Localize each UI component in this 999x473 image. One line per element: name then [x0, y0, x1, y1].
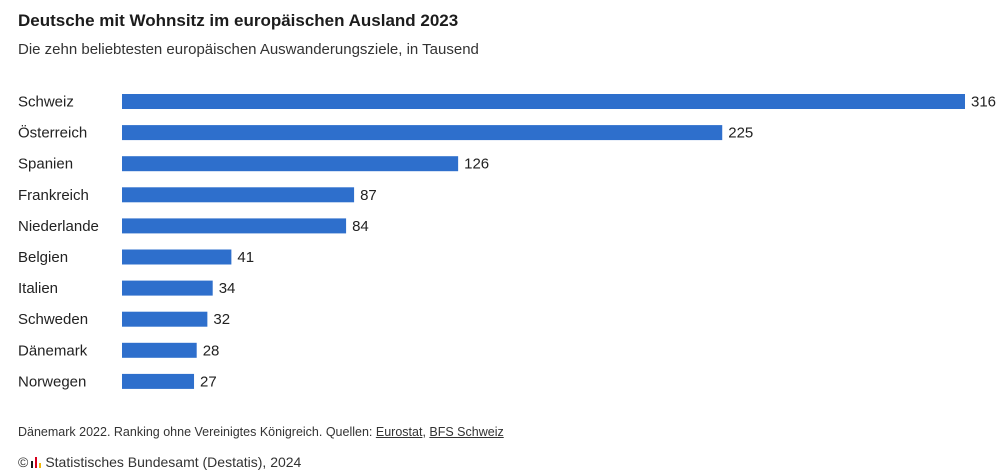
value-label: 27: [200, 373, 217, 390]
copyright-text: Statistisches Bundesamt (Destatis), 2024: [45, 454, 302, 470]
bar: [122, 311, 208, 327]
category-label: Niederlande: [18, 218, 99, 235]
bar: [122, 187, 355, 203]
value-label: 28: [203, 342, 220, 359]
category-label: Norwegen: [18, 373, 86, 390]
category-label: Schweiz: [18, 94, 74, 111]
chart-title: Deutsche mit Wohnsitz im europäischen Au…: [18, 11, 459, 30]
bar: [122, 156, 459, 172]
value-label: 225: [728, 125, 753, 142]
category-label: Belgien: [18, 249, 68, 266]
value-label: 126: [464, 156, 489, 173]
bar: [122, 125, 723, 141]
category-label: Spanien: [18, 156, 73, 173]
bar: [122, 280, 213, 296]
bar: [122, 94, 965, 109]
bar: [122, 342, 197, 358]
value-label: 84: [352, 218, 369, 235]
category-label: Italien: [18, 280, 58, 297]
copyright-symbol: ©: [18, 454, 29, 470]
value-label: 316: [971, 94, 996, 111]
category-label: Schweden: [18, 311, 88, 328]
source-link-eurostat[interactable]: Eurostat: [375, 425, 423, 439]
source-link-bfs-schweiz[interactable]: BFS Schweiz: [429, 425, 504, 439]
copyright-line: © Statistisches Bundesamt (Destatis), 20…: [18, 454, 301, 470]
bar-chart: Schweiz 316 Österreich 225 Spanien 126 Frankre…: [18, 94, 996, 391]
bar: [122, 249, 232, 265]
destatis-logo-icon: [31, 456, 42, 468]
source-note: Dänemark 2022. Ranking ohne Vereinigtes …: [18, 425, 504, 439]
source-note-text: Dänemark 2022. Ranking ohne Vereinigtes …: [18, 425, 376, 439]
value-label: 87: [360, 187, 377, 204]
chart-subtitle: Die zehn beliebtesten europäischen Auswa…: [18, 41, 479, 58]
source-separator: ,: [422, 425, 430, 439]
bar: [122, 373, 195, 389]
category-label: Frankreich: [18, 187, 89, 204]
value-label: 34: [219, 280, 236, 297]
category-label: Dänemark: [18, 342, 88, 359]
category-label: Österreich: [18, 124, 87, 142]
value-label: 41: [237, 249, 254, 266]
value-label: 32: [213, 311, 230, 328]
bar: [122, 218, 347, 234]
